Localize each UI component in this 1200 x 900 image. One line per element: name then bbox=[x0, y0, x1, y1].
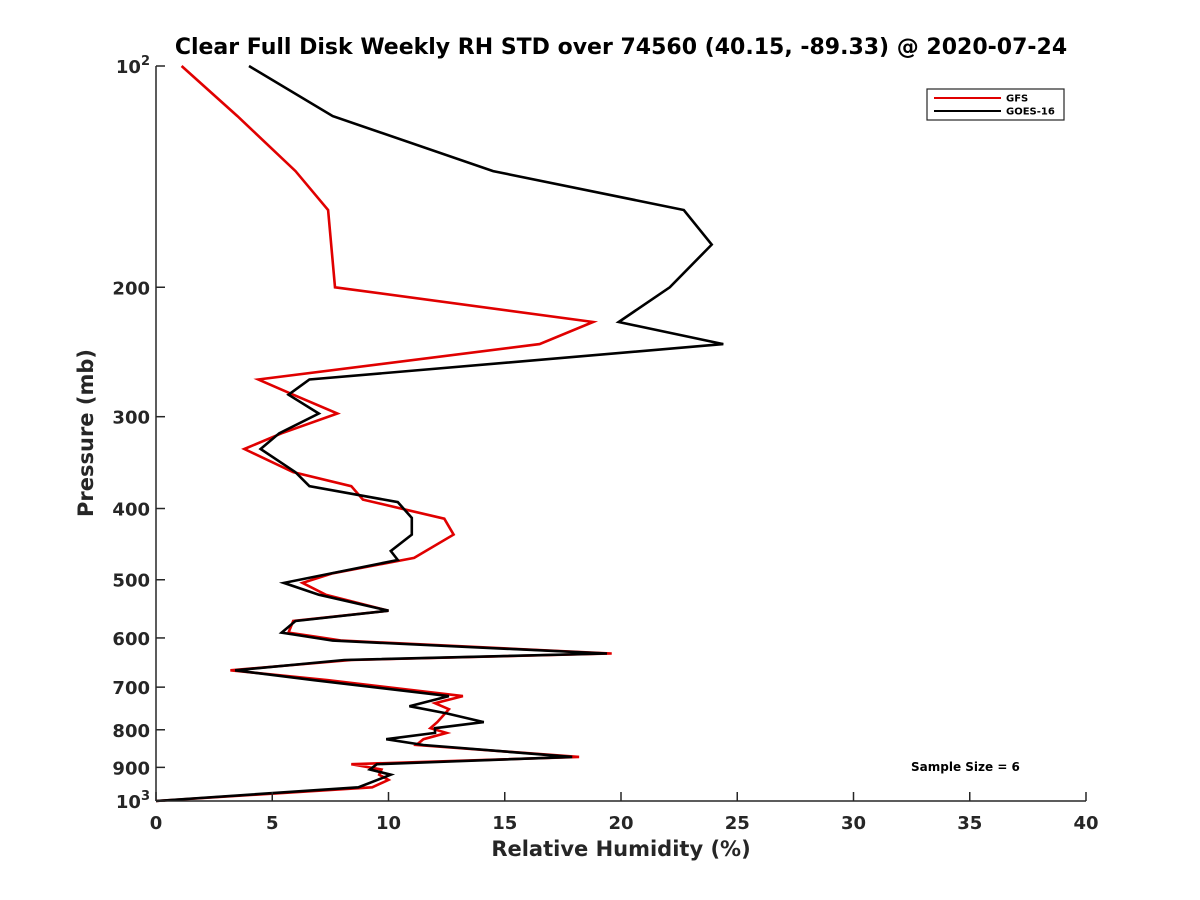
y-tick-label: 103 bbox=[116, 789, 150, 813]
y-tick-label: 300 bbox=[112, 408, 150, 429]
y-tick-label: 800 bbox=[112, 721, 150, 742]
y-tick-exponent: 2 bbox=[141, 54, 150, 69]
legend-label-goes16: GOES-16 bbox=[1006, 107, 1055, 118]
x-tick-label: 30 bbox=[841, 813, 866, 834]
y-tick-exponent: 3 bbox=[141, 789, 150, 804]
legend-box bbox=[926, 88, 1065, 121]
x-ticks: 0 5 10 15 20 25 30 35 40 bbox=[150, 792, 1099, 834]
x-tick-label: 20 bbox=[608, 813, 633, 834]
y-tick-label: 500 bbox=[112, 571, 150, 592]
chart-title: Clear Full Disk Weekly RH STD over 74560… bbox=[175, 35, 1067, 60]
y-axis-label: Pressure (mb) bbox=[74, 349, 98, 517]
x-tick-label: 0 bbox=[150, 813, 163, 834]
x-tick-label: 10 bbox=[376, 813, 401, 834]
x-axis-label: Relative Humidity (%) bbox=[491, 837, 750, 861]
y-tick-base: 10 bbox=[116, 57, 141, 78]
legend-label-gfs: GFS bbox=[1006, 94, 1028, 105]
x-tick-label: 15 bbox=[492, 813, 517, 834]
y-tick-label: 102 bbox=[116, 54, 150, 78]
series-layer bbox=[155, 64, 724, 803]
legend: GFS GOES-16 bbox=[926, 88, 1065, 121]
x-tick-label: 25 bbox=[725, 813, 750, 834]
y-tick-label: 700 bbox=[112, 678, 150, 699]
x-tick-label: 35 bbox=[957, 813, 982, 834]
y-tick-base: 10 bbox=[116, 792, 141, 813]
y-tick-label: 400 bbox=[112, 500, 150, 521]
series-line-goes16 bbox=[155, 64, 724, 803]
y-tick-label: 600 bbox=[112, 629, 150, 650]
x-tick-label: 40 bbox=[1073, 813, 1098, 834]
x-tick-label: 5 bbox=[266, 813, 279, 834]
y-tick-label: 900 bbox=[112, 758, 150, 779]
sample-size-annotation: Sample Size = 6 bbox=[911, 760, 1020, 774]
y-tick-label: 200 bbox=[112, 278, 150, 299]
